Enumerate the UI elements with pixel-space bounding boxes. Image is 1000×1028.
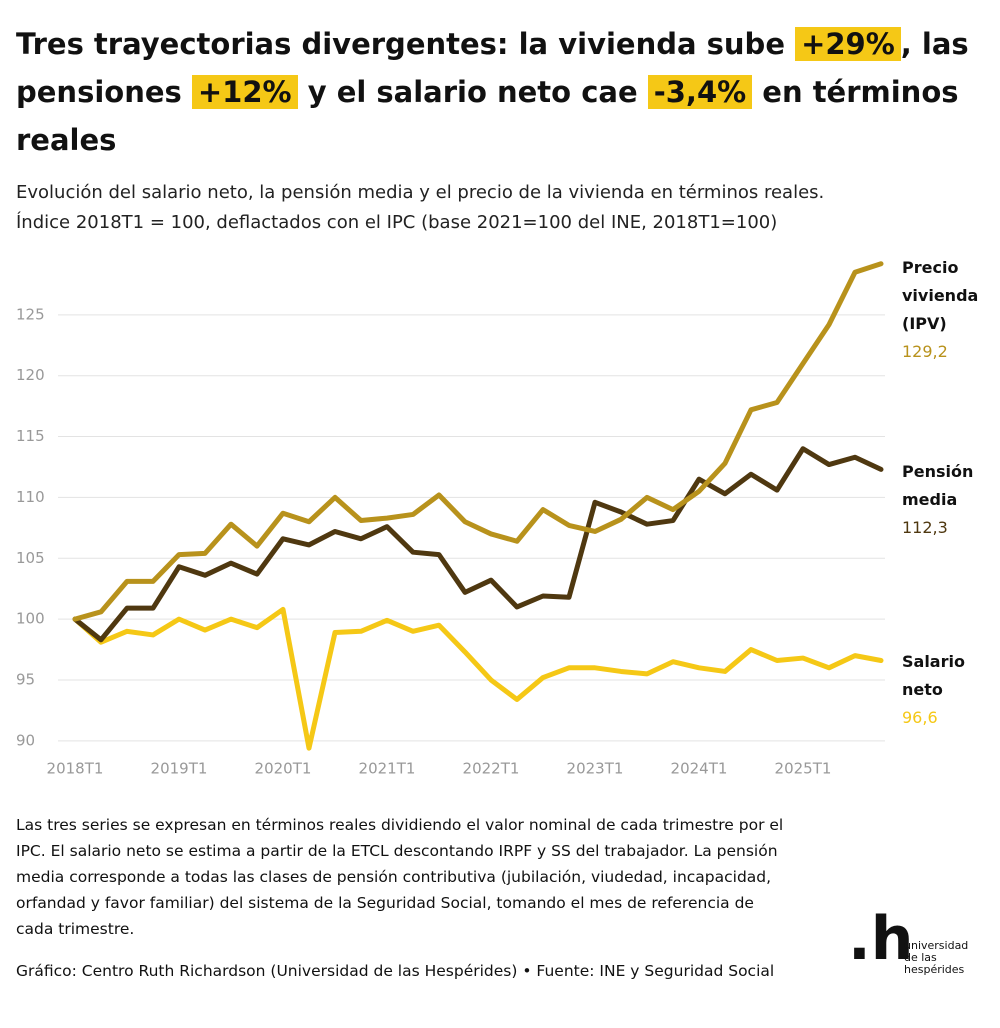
- y-tick-label: 115: [16, 427, 45, 445]
- y-tick-label: 90: [16, 731, 35, 749]
- title-text: en términos reales: [16, 75, 959, 157]
- title-highlight: -3,4%: [647, 75, 753, 109]
- x-tick-label: 2020T1: [255, 760, 312, 778]
- title-text: y el salario neto cae: [297, 75, 648, 109]
- legend-entry: Precio vivienda (IPV): [902, 258, 979, 333]
- x-tick-label: 2022T1: [463, 760, 520, 778]
- value-label: 112,3: [902, 518, 948, 537]
- logo-text: universidad de las hespérides: [904, 940, 968, 976]
- subtitle-line: Índice 2018T1 = 100, deflactados con el …: [16, 212, 778, 233]
- end-label: Precio vivienda (IPV) 129,2: [902, 254, 1000, 366]
- title-text: , las pensiones: [16, 27, 969, 109]
- y-tick-label: 95: [16, 670, 35, 688]
- chart: 90 95 100 105 110 115 120 125 2018T1 2019T1 2020T1…: [16, 261, 885, 778]
- x-tick-label: 2018T1: [47, 760, 104, 778]
- x-tick-label: 2019T1: [151, 760, 208, 778]
- series-line: [72, 446, 884, 643]
- title-highlight: +12%: [191, 75, 298, 109]
- y-tick-label: 110: [16, 488, 45, 506]
- y-tick-label: 105: [16, 549, 45, 567]
- series-line: [72, 606, 884, 751]
- value-label: 96,6: [902, 708, 938, 727]
- y-tick-label: 100: [16, 610, 45, 628]
- note: Las tres series se expresan en términos …: [16, 816, 784, 938]
- legend-entry: Salario neto: [902, 652, 965, 699]
- title-text: Tres trayectorias divergentes: la vivien…: [16, 27, 796, 61]
- subtitle-line: Evolución del salario neto, la pensión m…: [16, 182, 825, 203]
- title-highlight: +29%: [795, 27, 901, 61]
- value-label: 129,2: [902, 342, 948, 361]
- x-tick-label: 2021T1: [359, 760, 416, 778]
- end-label: Pensión media 112,3: [902, 458, 1000, 542]
- logo-line: hespérides: [904, 963, 965, 976]
- end-label: Salario neto 96,6: [902, 648, 1000, 732]
- y-tick-label: 120: [16, 366, 45, 384]
- x-tick-label: 2023T1: [567, 760, 624, 778]
- logo: .h universidad de las hespérides: [848, 904, 998, 988]
- x-tick-label: 2024T1: [671, 760, 728, 778]
- y-tick-label: 125: [16, 305, 45, 323]
- series-line: [72, 261, 884, 622]
- legend-entry: Pensión media: [902, 462, 974, 509]
- logo-mark: .h: [848, 904, 914, 974]
- source: Gráfico: Centro Ruth Richardson (Univers…: [16, 962, 775, 980]
- title: Tres trayectorias divergentes: la vivien…: [16, 20, 991, 164]
- logo-line: de las: [904, 951, 937, 964]
- logo-line: universidad: [904, 939, 969, 952]
- x-tick-label: 2025T1: [775, 760, 832, 778]
- subtitle: Evolución del salario neto, la pensión m…: [16, 178, 996, 238]
